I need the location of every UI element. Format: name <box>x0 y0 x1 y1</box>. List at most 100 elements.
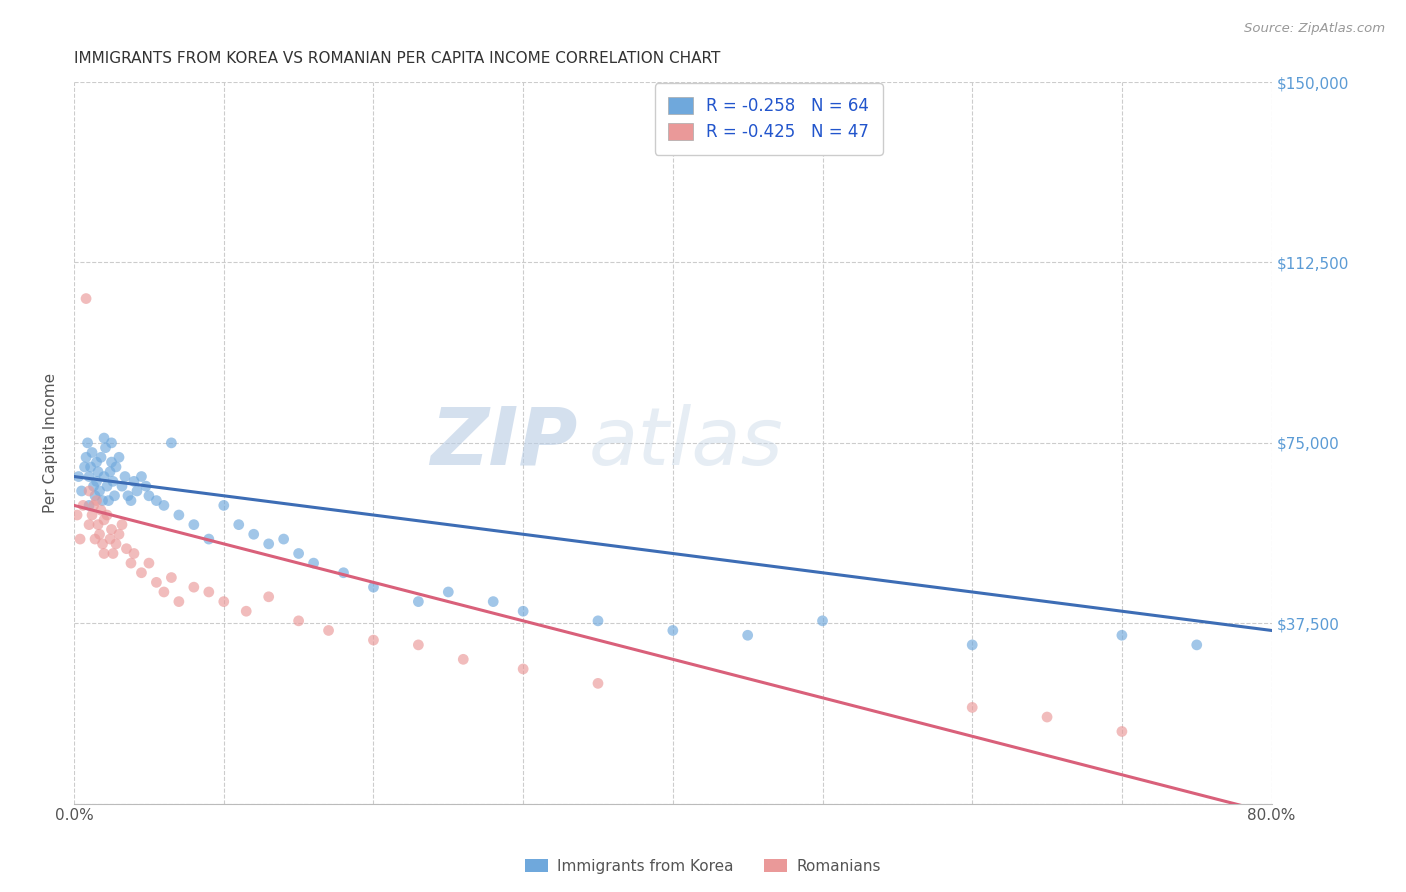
Point <box>302 556 325 570</box>
Point <box>167 594 190 608</box>
Point <box>960 700 983 714</box>
Text: Source: ZipAtlas.com: Source: ZipAtlas.com <box>1244 22 1385 36</box>
Point <box>90 450 112 465</box>
Point <box>93 547 115 561</box>
Point <box>90 503 112 517</box>
Point <box>108 450 131 465</box>
Point <box>235 604 257 618</box>
Point <box>67 469 90 483</box>
Point <box>318 624 340 638</box>
Point <box>120 556 142 570</box>
Point <box>108 527 131 541</box>
Point <box>212 594 235 608</box>
Point <box>75 292 97 306</box>
Point <box>408 638 430 652</box>
Point <box>77 469 100 483</box>
Point <box>93 469 115 483</box>
Point <box>273 532 295 546</box>
Point <box>512 604 534 618</box>
Point <box>79 459 101 474</box>
Point <box>131 469 153 483</box>
Point <box>91 537 114 551</box>
Point <box>100 455 122 469</box>
Point <box>1111 628 1133 642</box>
Point <box>101 475 124 489</box>
Point <box>212 499 235 513</box>
Point <box>242 527 264 541</box>
Point <box>363 633 385 648</box>
Point <box>86 493 108 508</box>
Point <box>332 566 354 580</box>
Legend: R = -0.258   N = 64, R = -0.425   N = 47: R = -0.258 N = 64, R = -0.425 N = 47 <box>655 83 883 154</box>
Point <box>93 513 115 527</box>
Point <box>66 508 89 522</box>
Point <box>811 614 834 628</box>
Point <box>83 499 105 513</box>
Point <box>114 469 136 483</box>
Point <box>160 570 183 584</box>
Point <box>662 624 685 638</box>
Point <box>153 499 176 513</box>
Point <box>86 475 108 489</box>
Point <box>586 676 609 690</box>
Point <box>138 556 160 570</box>
Point <box>76 435 98 450</box>
Point <box>737 628 759 642</box>
Point <box>131 566 153 580</box>
Point <box>87 465 110 479</box>
Point <box>111 479 134 493</box>
Point <box>153 585 176 599</box>
Point <box>287 547 309 561</box>
Point <box>100 435 122 450</box>
Text: IMMIGRANTS FROM KOREA VS ROMANIAN PER CAPITA INCOME CORRELATION CHART: IMMIGRANTS FROM KOREA VS ROMANIAN PER CA… <box>75 51 720 66</box>
Point <box>183 580 205 594</box>
Point <box>89 483 111 498</box>
Point <box>97 493 120 508</box>
Point <box>160 435 183 450</box>
Point <box>167 508 190 522</box>
Point <box>101 547 124 561</box>
Point <box>70 483 93 498</box>
Point <box>77 499 100 513</box>
Point <box>1111 724 1133 739</box>
Point <box>1036 710 1059 724</box>
Point <box>1185 638 1208 652</box>
Text: atlas: atlas <box>589 404 783 482</box>
Point <box>257 537 280 551</box>
Point <box>120 493 142 508</box>
Point <box>77 517 100 532</box>
Point <box>105 459 128 474</box>
Point <box>122 475 145 489</box>
Point <box>98 532 121 546</box>
Point <box>198 585 221 599</box>
Point <box>98 465 121 479</box>
Point <box>183 517 205 532</box>
Point <box>84 489 107 503</box>
Point <box>482 594 505 608</box>
Point <box>198 532 221 546</box>
Point <box>960 638 983 652</box>
Point <box>96 508 118 522</box>
Point <box>512 662 534 676</box>
Point <box>287 614 309 628</box>
Point <box>96 479 118 493</box>
Point <box>94 441 117 455</box>
Point <box>135 479 157 493</box>
Point <box>69 532 91 546</box>
Y-axis label: Per Capita Income: Per Capita Income <box>44 373 58 513</box>
Point <box>80 508 103 522</box>
Point <box>100 523 122 537</box>
Point <box>122 547 145 561</box>
Legend: Immigrants from Korea, Romanians: Immigrants from Korea, Romanians <box>519 853 887 880</box>
Point <box>145 493 167 508</box>
Point <box>89 527 111 541</box>
Point <box>103 489 125 503</box>
Point <box>105 537 128 551</box>
Point <box>83 479 105 493</box>
Point <box>228 517 250 532</box>
Point <box>363 580 385 594</box>
Point <box>437 585 460 599</box>
Text: ZIP: ZIP <box>430 404 576 482</box>
Point <box>91 493 114 508</box>
Point <box>115 541 138 556</box>
